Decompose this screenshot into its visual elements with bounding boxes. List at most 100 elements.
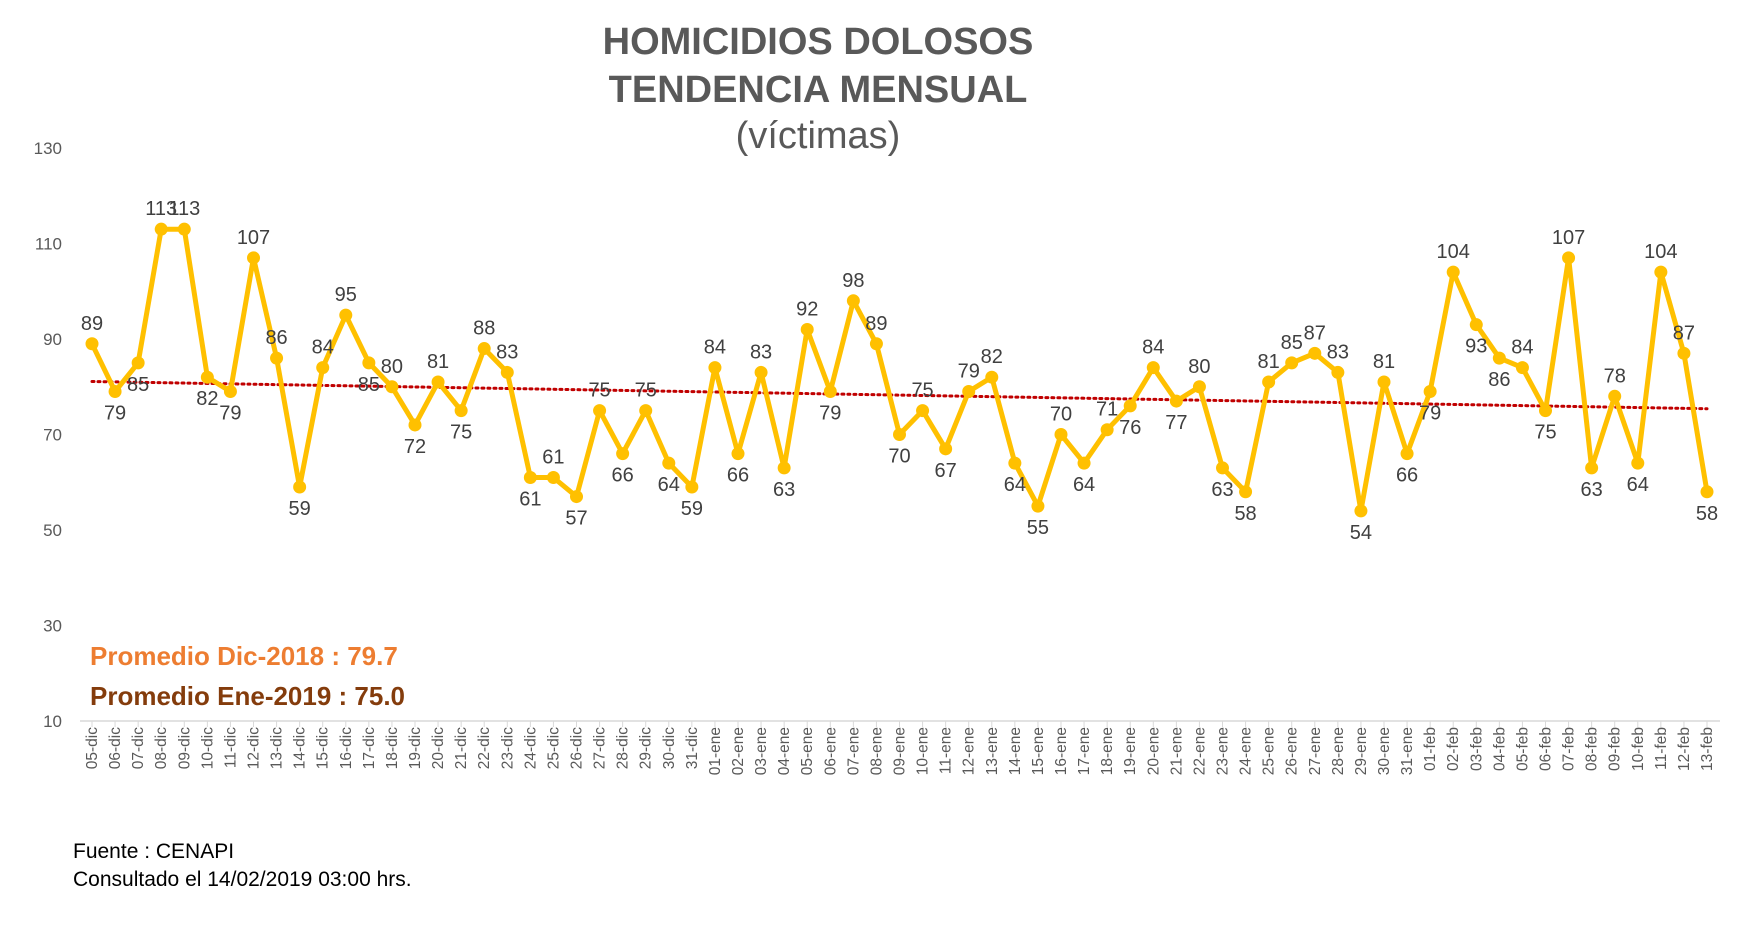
data-point (869, 337, 883, 351)
data-point (777, 461, 791, 475)
data-point (1077, 456, 1091, 470)
data-point (247, 251, 260, 265)
x-tick-label: 21-dic (453, 727, 470, 769)
x-tick-label: 29-dic (638, 727, 655, 769)
data-point (1446, 265, 1460, 279)
x-tick-label: 28-dic (615, 727, 632, 769)
data-label: 67 (935, 460, 957, 482)
x-tick-label: 29-ene (1353, 727, 1370, 775)
data-point (846, 294, 860, 308)
data-label: 58 (1696, 503, 1718, 525)
data-label: 82 (196, 388, 218, 410)
x-tick-label: 15-ene (1030, 727, 1047, 775)
data-label: 55 (1027, 517, 1049, 539)
data-point (1008, 456, 1022, 470)
x-tick-label: 07-dic (130, 727, 147, 769)
data-label: 83 (1327, 341, 1349, 363)
data-point (1239, 485, 1253, 499)
data-point (1123, 399, 1137, 413)
data-point (362, 356, 376, 370)
data-point (1377, 375, 1391, 389)
data-point (685, 480, 699, 494)
data-point (1700, 485, 1714, 499)
x-tick-label: 14-dic (292, 727, 309, 769)
x-tick-label: 05-dic (84, 727, 101, 769)
data-label: 71 (1096, 399, 1118, 421)
data-label: 75 (911, 380, 933, 402)
data-point (500, 365, 514, 379)
x-tick-label: 09-dic (176, 727, 193, 769)
data-label: 81 (427, 351, 449, 373)
x-tick-label: 13-feb (1699, 727, 1716, 771)
data-point (823, 385, 837, 399)
data-point (1585, 461, 1599, 475)
data-point (408, 418, 422, 432)
x-tick-label: 09-ene (892, 727, 909, 775)
data-label: 58 (1234, 503, 1256, 525)
data-label: 81 (1373, 351, 1395, 373)
x-tick-label: 06-ene (822, 727, 839, 775)
x-tick-label: 17-ene (1076, 727, 1093, 775)
x-tick-label: 21-ene (1168, 727, 1185, 775)
x-tick-label: 05-ene (799, 727, 816, 775)
data-label: 75 (635, 380, 657, 402)
x-tick-label: 20-dic (430, 727, 447, 769)
data-label: 93 (1465, 336, 1487, 358)
data-label: 66 (612, 465, 634, 487)
data-label: 64 (1073, 474, 1095, 496)
data-label: 79 (219, 403, 241, 425)
data-point (1539, 404, 1552, 418)
x-tick-label: 23-ene (1215, 727, 1232, 775)
x-tick-label: 15-dic (315, 727, 332, 769)
data-point (939, 442, 953, 456)
data-point (293, 480, 307, 494)
x-tick-label: 23-dic (499, 727, 516, 769)
x-tick-label: 26-dic (569, 727, 586, 769)
y-tick-label: 130 (34, 139, 62, 158)
data-label: 95 (335, 284, 357, 306)
data-point (1515, 361, 1529, 375)
data-point (639, 404, 653, 418)
x-tick-label: 14-ene (1007, 727, 1024, 775)
x-tick-label: 31-dic (684, 727, 701, 769)
data-label: 113 (168, 198, 200, 220)
data-point (200, 370, 214, 384)
chart-title-line2: TENDENCIA MENSUAL (609, 69, 1028, 111)
x-tick-label: 25-dic (545, 727, 562, 769)
data-label: 79 (819, 403, 841, 425)
data-points-group (85, 222, 1714, 518)
data-point (154, 222, 168, 236)
x-tick-label: 10-dic (199, 727, 216, 769)
data-label: 83 (750, 341, 772, 363)
data-point (1631, 456, 1645, 470)
data-point (1262, 375, 1276, 389)
y-tick-label: 110 (35, 235, 62, 254)
data-label: 59 (289, 498, 311, 520)
average-dic-2018: Promedio Dic-2018 : 79.7 (90, 641, 398, 671)
trendline (90, 379, 1709, 411)
x-tick-label: 10-ene (915, 727, 932, 775)
data-label: 79 (1419, 403, 1441, 425)
data-point (223, 385, 237, 399)
data-point (339, 308, 353, 322)
data-label: 63 (1211, 479, 1233, 501)
data-label: 89 (865, 313, 887, 335)
x-tick-label: 12-ene (961, 727, 978, 775)
data-label: 76 (1119, 417, 1141, 439)
data-label: 64 (658, 474, 680, 496)
x-tick-label: 05-feb (1514, 727, 1531, 771)
data-point (108, 385, 122, 399)
data-label: 85 (127, 374, 149, 396)
data-point (708, 361, 722, 375)
y-tick-label: 10 (43, 712, 62, 731)
data-point (1608, 389, 1622, 403)
data-label: 98 (842, 270, 864, 292)
x-tick-label: 07-ene (845, 727, 862, 775)
y-tick-label: 50 (43, 521, 62, 540)
x-tick-label: 16-dic (338, 727, 355, 769)
data-label: 63 (773, 479, 795, 501)
x-tick-label: 18-dic (384, 727, 401, 769)
data-label: 83 (496, 341, 518, 363)
data-label: 57 (565, 508, 587, 530)
